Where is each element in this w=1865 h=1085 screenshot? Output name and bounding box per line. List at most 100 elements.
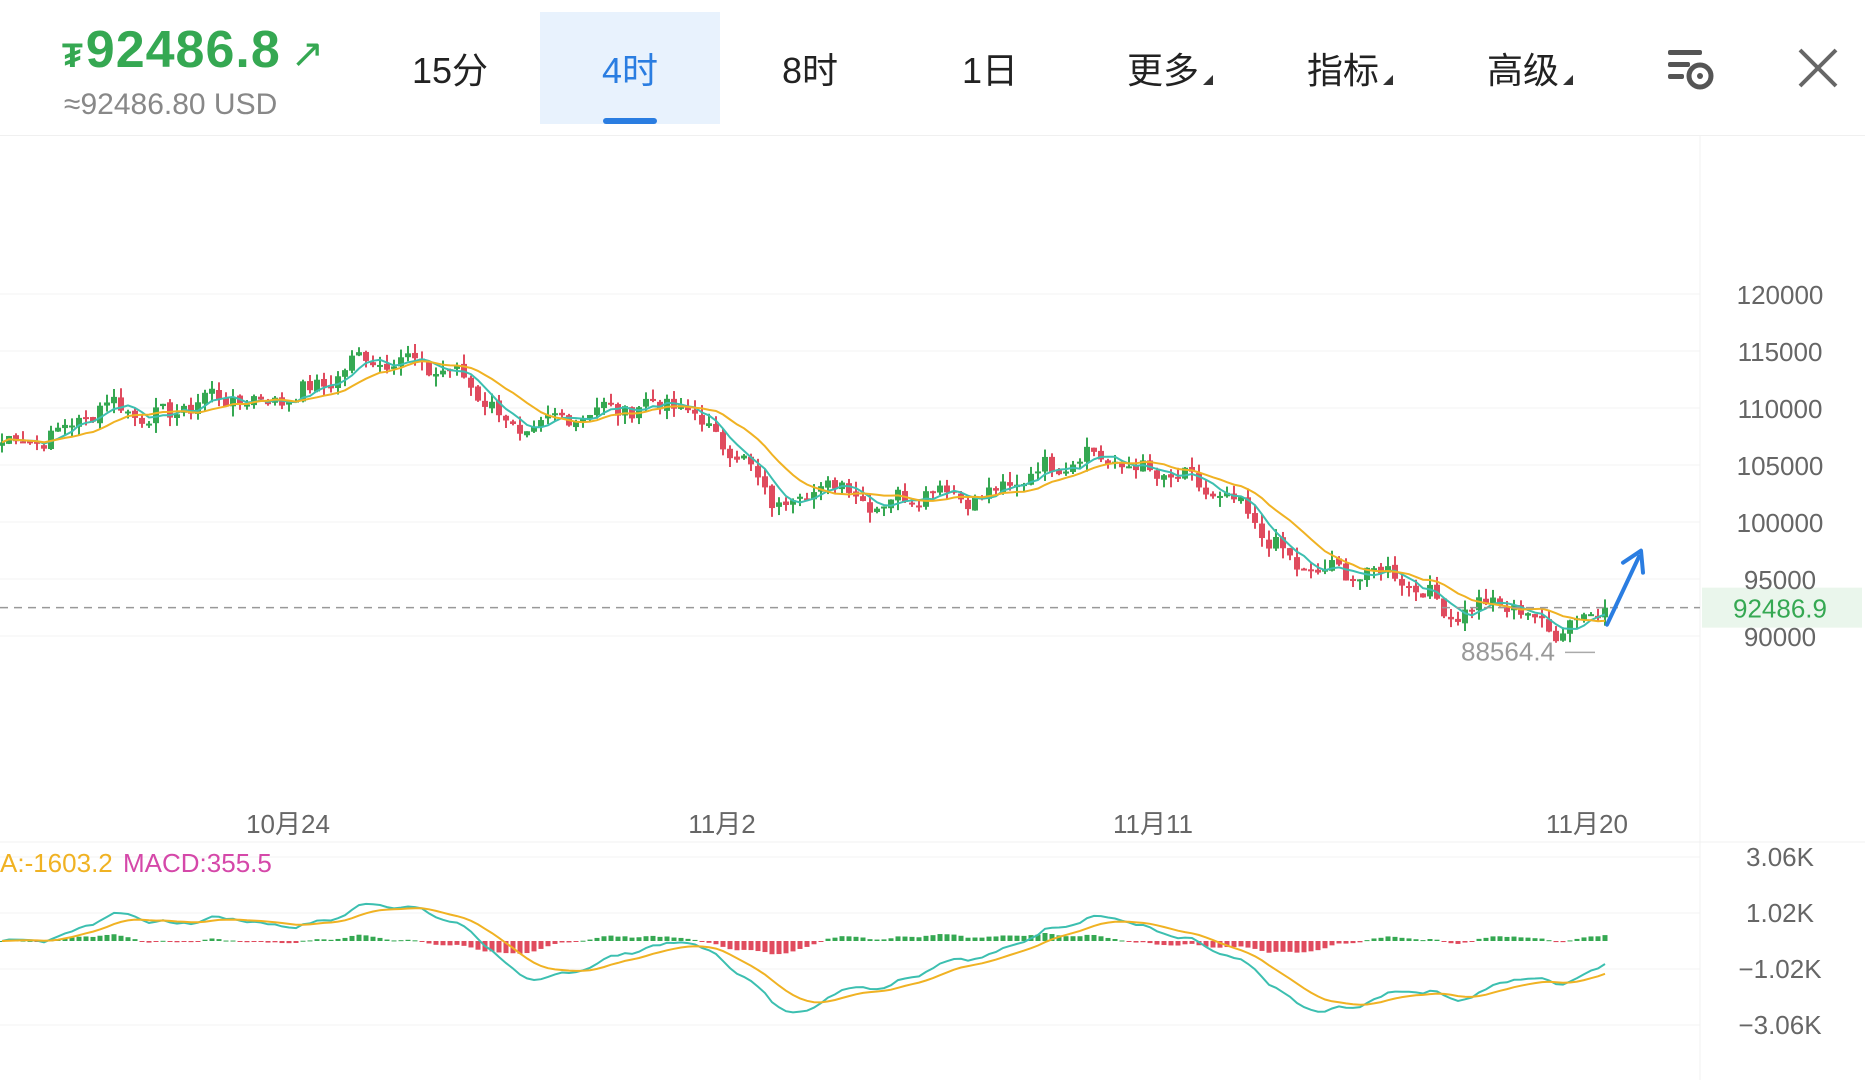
- macd-histogram-bar: [713, 941, 719, 945]
- candle-body: [1175, 476, 1181, 479]
- macd-histogram-bar: [1413, 939, 1419, 941]
- price-tick-label: 115000: [1738, 337, 1823, 367]
- macd-histogram-bar: [1560, 941, 1566, 943]
- macd-histogram-bar: [1553, 941, 1559, 943]
- candle-body: [1385, 566, 1391, 573]
- macd-histogram-bar: [1301, 941, 1307, 953]
- candle-body: [1581, 614, 1587, 620]
- candle-body: [1602, 607, 1608, 618]
- candle-body: [1224, 492, 1230, 497]
- macd-histogram-bar: [944, 934, 950, 941]
- macd-histogram-bar: [1252, 941, 1258, 949]
- macd-histogram-bar: [958, 935, 964, 941]
- candle-body: [83, 417, 89, 420]
- candle-body: [643, 398, 649, 407]
- candle-body: [867, 502, 873, 513]
- macd-histogram-bar: [545, 941, 551, 947]
- macd-histogram-bar: [314, 939, 320, 941]
- candle-body: [1462, 609, 1468, 624]
- candle-body: [825, 480, 831, 488]
- candle-body: [776, 502, 782, 507]
- macd-histogram-bar: [601, 936, 607, 941]
- macd-histogram-bar: [671, 937, 677, 941]
- macd-histogram-bar: [1364, 940, 1370, 942]
- macd-histogram-bar: [1525, 937, 1531, 941]
- macd-histogram-bar: [265, 941, 271, 943]
- candle-body: [1294, 557, 1300, 570]
- chart-settings-icon[interactable]: [1662, 40, 1718, 96]
- macd-histogram-bar: [734, 941, 740, 951]
- candle-body: [650, 398, 656, 401]
- tab-4h[interactable]: 4时: [540, 12, 720, 124]
- candle-body: [790, 500, 796, 505]
- macd-histogram-bar: [293, 941, 299, 944]
- candle-body: [1343, 563, 1349, 581]
- candle-body: [1189, 466, 1195, 472]
- macd-histogram-bar: [1287, 941, 1293, 952]
- tab-indicators[interactable]: 指标: [1260, 12, 1440, 124]
- macd-histogram-bar: [1273, 941, 1279, 952]
- macd-histogram-bar: [818, 941, 824, 942]
- close-icon[interactable]: [1790, 40, 1846, 96]
- macd-histogram-bar: [587, 939, 593, 941]
- candle-body: [496, 400, 502, 416]
- macd-histogram-bar: [1217, 941, 1223, 948]
- candle-body: [440, 370, 446, 375]
- candle-body: [1427, 584, 1433, 597]
- candle-body: [69, 425, 75, 428]
- candle-body: [153, 407, 159, 424]
- candle-body: [545, 414, 551, 419]
- macd-histogram-bar: [230, 940, 236, 942]
- candle-body: [41, 445, 47, 449]
- candle-body: [62, 424, 68, 429]
- macd-histogram-bar: [692, 939, 698, 941]
- tab-1d[interactable]: 1日: [961, 50, 1019, 91]
- macd-histogram-bar: [1042, 933, 1048, 941]
- candle-body: [720, 432, 726, 450]
- candle-body: [1525, 613, 1531, 616]
- macd-histogram-bar: [307, 940, 313, 942]
- macd-histogram-bar: [496, 941, 502, 953]
- candle-body: [762, 476, 768, 488]
- tab-15m[interactable]: 15分: [411, 50, 489, 91]
- macd-histogram-bar: [62, 938, 68, 941]
- price-value: 92486.8: [85, 21, 281, 79]
- tab-advanced[interactable]: 高级: [1440, 12, 1620, 124]
- candle-body: [1154, 470, 1160, 479]
- candle-body: [370, 362, 376, 366]
- macd-histogram-bar: [517, 941, 523, 954]
- macd-histogram-bar: [111, 934, 117, 941]
- macd-histogram-bar: [1294, 941, 1300, 953]
- macd-histogram-bar: [405, 939, 411, 941]
- macd-histogram-bar: [1476, 938, 1482, 941]
- candle-body: [972, 496, 978, 511]
- tab-8h[interactable]: 8时: [781, 50, 839, 91]
- price-tick-label: 100000: [1737, 508, 1824, 538]
- candle-body: [685, 406, 691, 411]
- macd-histogram-bar: [1119, 940, 1125, 942]
- macd-histogram-bar: [559, 941, 565, 943]
- macd-histogram-bar: [139, 941, 145, 942]
- candle-body: [1483, 598, 1489, 605]
- macd-histogram-bar: [762, 941, 768, 953]
- macd-histogram-bar: [566, 941, 572, 943]
- macd-histogram-bar: [342, 937, 348, 941]
- macd-histogram-bar: [853, 936, 859, 941]
- chart-area[interactable]: 120000 115000 110000 105000 100000 95000 90000…: [0, 136, 1865, 1080]
- macd-histogram-bar: [951, 934, 957, 941]
- kline-chart[interactable]: 120000 115000 110000 105000 100000 95000 90000…: [0, 136, 1865, 1080]
- macd-histogram-bar: [195, 941, 201, 942]
- candle-body: [1035, 471, 1041, 474]
- macd-histogram-bar: [440, 941, 446, 946]
- price-header: ₮92486.8 ↗ ≈92486.80 USD 15分 4时 8时 1日 更多 …: [0, 0, 1865, 136]
- candle-body: [531, 426, 537, 432]
- tab-more[interactable]: 更多: [1080, 12, 1260, 124]
- candle-body: [657, 401, 663, 410]
- macd-histogram-bar: [1420, 940, 1426, 942]
- macd-histogram-bar: [1511, 936, 1517, 941]
- macd-histogram-bar: [895, 936, 901, 941]
- candle-body: [97, 405, 103, 424]
- candle-body: [937, 485, 943, 493]
- candle-body: [167, 402, 173, 418]
- macd-histogram-bar: [1336, 941, 1342, 944]
